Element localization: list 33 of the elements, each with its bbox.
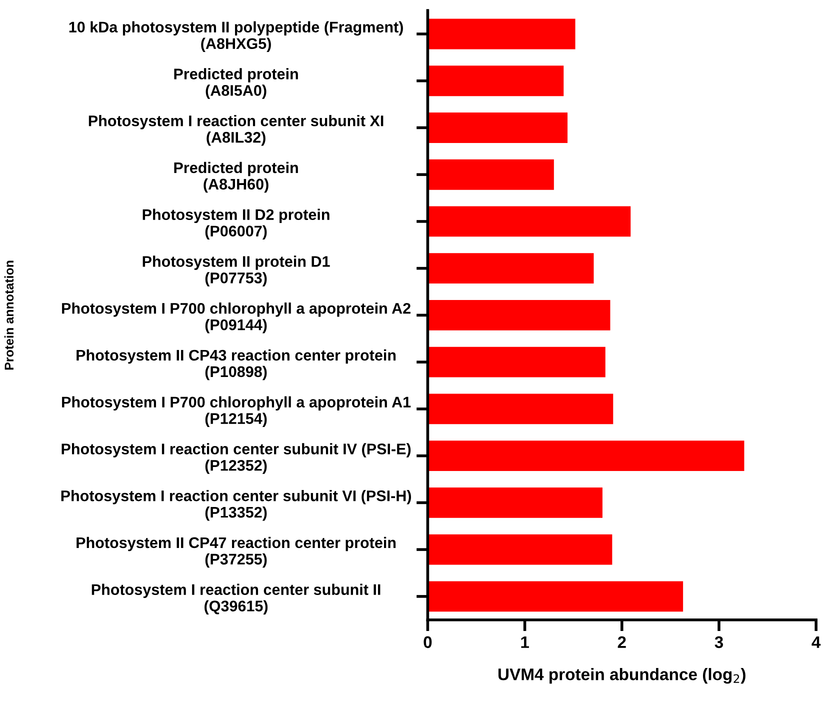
bar [428,581,684,612]
bar [428,534,612,565]
y-tick-label: Photosystem I reaction center subunit IV (PSI-E) (P12352) [62,443,411,474]
bar [428,300,610,330]
bar [428,394,614,424]
x-tick-label: 1 [521,636,529,648]
bar [428,18,576,50]
bar [428,112,568,143]
y-axis-title: Protein annotation [4,260,14,370]
y-tick-label: Photosystem II CP43 reaction center protein (P10898) [76,349,396,380]
y-tick-label: Photosystem II CP47 reaction center protein (P37255) [76,536,396,568]
bar [428,346,606,378]
bar [428,66,564,96]
y-tick-label: 10 kDa photosystem II polypeptide (Fragment) (A8HXG5) [69,21,403,52]
x-tick-label: 2 [618,636,626,648]
y-tick-label: Photosystem I P700 chlorophyll a apoprotein A2 (P09144) [62,302,410,334]
x-tick-label: 4 [812,636,821,648]
bar [428,440,744,472]
x-axis-title: UVM4 protein abundance (log$_{2}$) [498,668,746,684]
y-tick-label: Photosystem II D2 protein (P06007) [142,208,330,240]
bar [428,253,594,284]
y-tick-label: Predicted protein (A8JH60) [174,162,298,193]
bar [428,159,554,190]
y-tick-label: Photosystem I reaction center subunit XI (A8IL32) [88,115,384,146]
y-tick-label: Photosystem I reaction center subunit II (Q39615) [92,584,380,614]
x-tick-label: 0 [424,636,432,648]
y-tick-label: Photosystem I P700 chlorophyll a apoprotein A1 (P12154) [62,396,411,427]
bar [428,487,602,518]
y-tick-label: Photosystem II protein D1 (P07753) [142,256,330,286]
y-tick-label: Photosystem I reaction center subunit VI (PSI-H) (P13352) [61,490,412,521]
bar [428,206,631,237]
y-tick-label: Predicted protein (A8I5A0) [174,68,298,99]
x-tick-label: 3 [714,636,724,648]
